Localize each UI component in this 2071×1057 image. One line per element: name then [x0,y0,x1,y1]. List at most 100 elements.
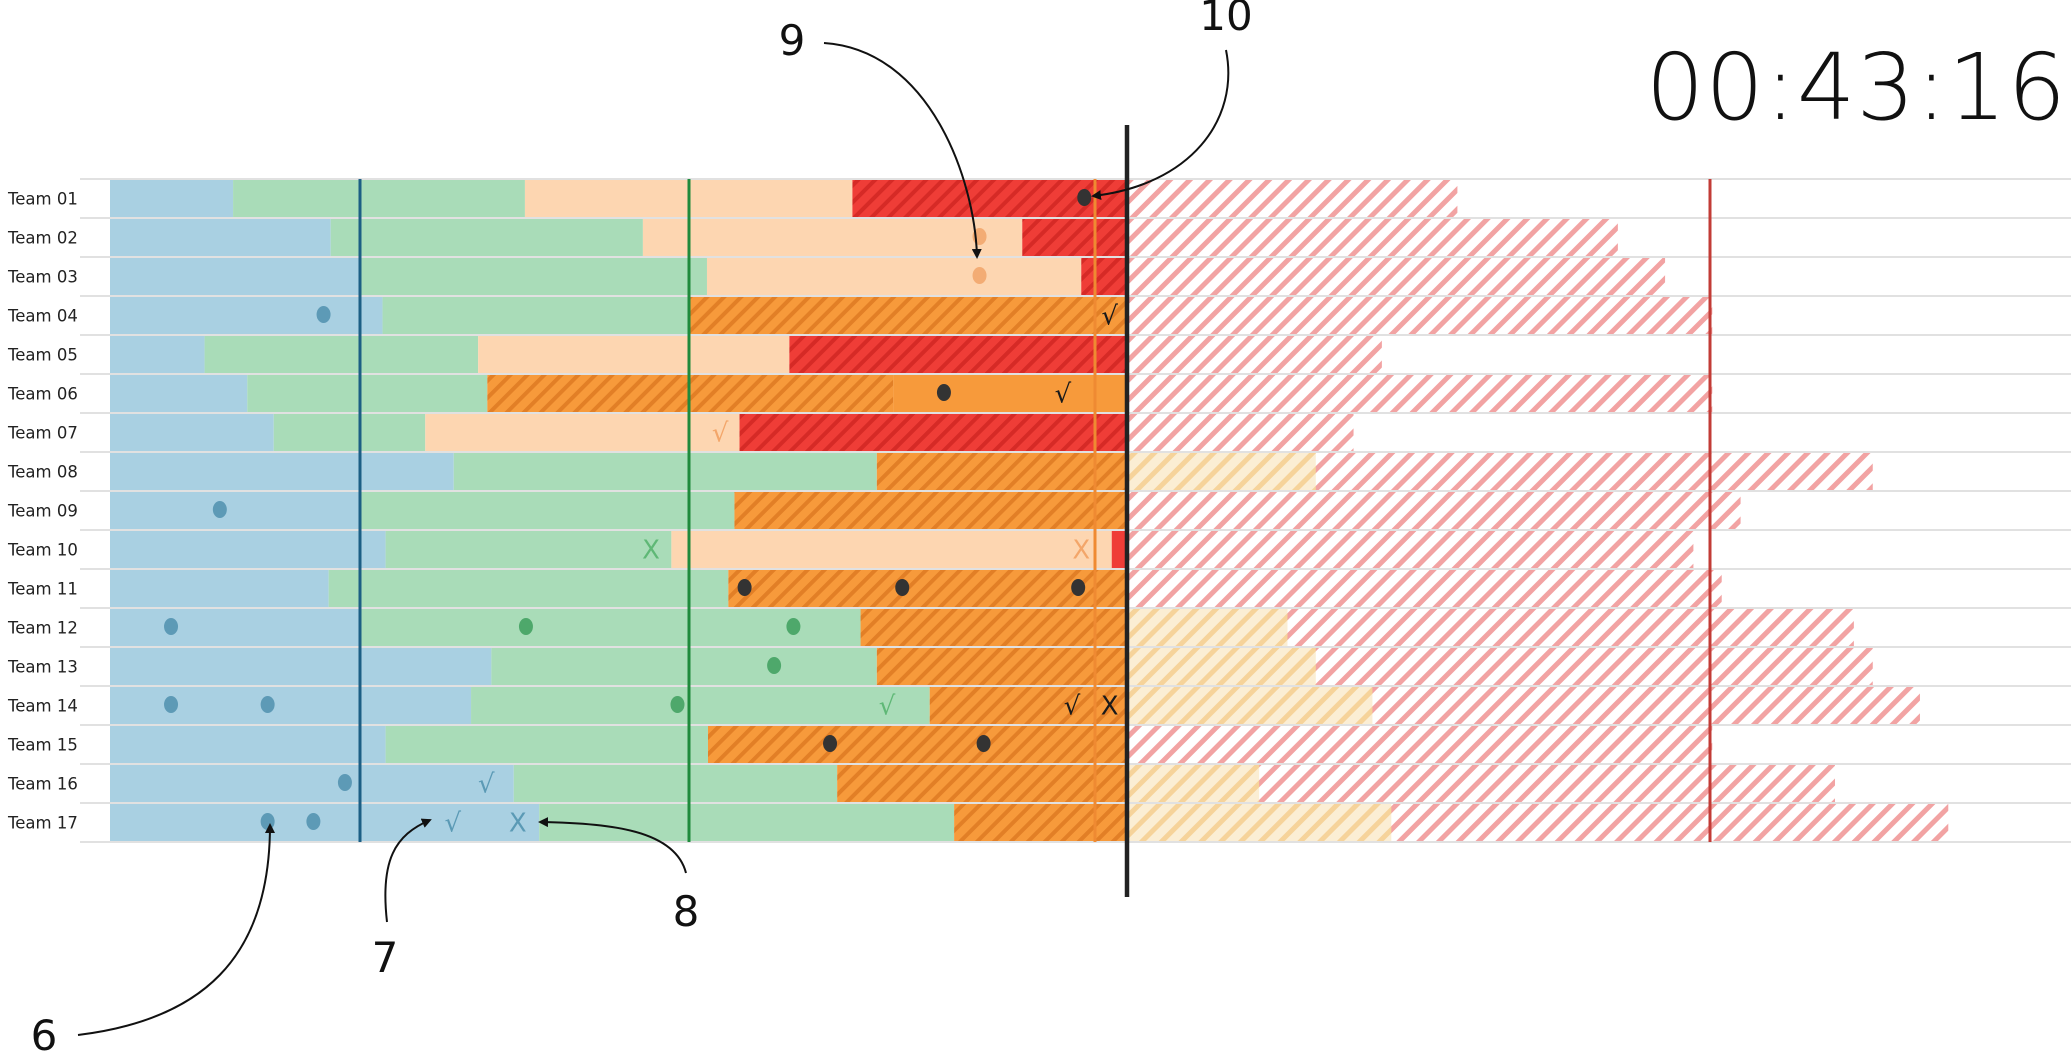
phase-segment-blue [110,219,331,256]
x-mark: X [509,809,527,839]
projection-bar [1127,414,1354,451]
check-mark: √ [478,770,495,800]
event-dot [670,696,685,713]
callout-arrow [384,818,432,923]
projection-bar [1127,258,1666,295]
phase-segment-peach [478,336,790,373]
check-mark: √ [1055,380,1072,410]
event-dot [316,306,331,323]
phase-segment-orangeh [689,297,1127,334]
callout-arrow [538,817,687,874]
phase-segment-blue [110,570,329,607]
phase-segment-blue [110,492,360,529]
phase-segment-orangeh [876,453,1127,490]
phase-segment-red [1111,531,1127,568]
phase-segment-orangeh [929,687,1127,724]
callout-number: 10 [1199,0,1252,40]
projection-bar-early [1127,687,1373,724]
projection-bar [1127,336,1382,373]
callout-number: 9 [779,16,806,65]
phase-segment-redh [789,336,1127,373]
phase-segment-blue [110,765,514,802]
projection-bar [1127,531,1694,568]
phase-segment-green [539,804,955,841]
callout-number: 8 [673,887,700,936]
team-bars-layer [80,178,2071,843]
check-mark: √ [1064,692,1081,722]
phase-segment-orange [893,375,1127,412]
phase-segment-green [471,687,930,724]
phase-segment-blue [110,648,492,685]
phase-segment-green [385,726,708,763]
callout-number: 6 [31,1011,58,1053]
callout-arrow [77,823,275,1036]
phase-segment-blue [110,336,205,373]
event-dot [786,618,801,635]
milestone-lines-layer [358,125,1712,897]
team-label: Team 10 [7,541,78,560]
event-dot [260,813,275,830]
team-label: Team 15 [7,736,78,755]
phase-segment-orangeh [837,765,1127,802]
event-dot [518,618,533,635]
projection-bar [1127,219,1618,256]
projection-bar [1127,375,1713,412]
phase-segment-green [330,219,643,256]
phase-segment-green [273,414,426,451]
phase-segment-blue [110,180,234,217]
phase-segment-orangeh [860,609,1127,646]
projection-bar-early [1127,453,1316,490]
team-label: Team 16 [7,775,78,794]
event-dot [306,813,321,830]
phase-segment-orangeh [954,804,1127,841]
projection-bar-early [1127,609,1288,646]
callout-arrow [1091,49,1230,201]
phase-segment-blue [110,726,386,763]
team-label: Team 06 [7,385,78,404]
callouts-layer: 6 7 8 9 10 [31,0,1253,1057]
team-label: Team 13 [7,658,78,677]
event-dot [212,501,227,518]
team-label: Team 11 [7,580,78,599]
phase-segment-peach [425,414,740,451]
phase-segment-blue [110,414,274,451]
phase-segment-redh [739,414,1127,451]
projection-layer [1127,180,1949,841]
phase-segment-green [359,258,707,295]
check-mark: √ [444,809,461,839]
team-label: Team 17 [7,814,78,833]
elapsed-timer: 00:43:16 [1645,34,2067,141]
team-label: Team 05 [7,346,78,365]
phase-segment-green [491,648,877,685]
phase-segment-green [204,336,479,373]
phase-segment-green [382,297,690,334]
projection-bar-early [1127,648,1316,685]
event-dot [164,696,179,713]
phase-segment-green [328,570,729,607]
phase-segment-peach [706,258,1082,295]
x-mark: X [642,536,660,566]
phase-segment-blue [110,297,383,334]
projection-bar [1127,492,1741,529]
event-dot [1071,579,1086,596]
phase-segment-green [359,492,735,529]
event-dot [164,618,179,635]
phase-segment-green [359,609,861,646]
event-dot [895,579,910,596]
phase-segment-peach [642,219,1023,256]
phase-segment-orangeh [728,570,1127,607]
team-label: Team 01 [7,190,78,209]
team-label: Team 03 [7,268,78,287]
check-mark: √ [879,692,896,722]
phase-segment-green [247,375,488,412]
phase-segment-blue [110,375,248,412]
projection-bar-early [1127,804,1392,841]
event-dot [936,384,951,401]
event-dot [976,735,991,752]
phase-segment-green [385,531,672,568]
phase-segment-orangeh [876,648,1127,685]
phase-segment-peach [671,531,1112,568]
event-dot [260,696,275,713]
event-marks-layer: √ √ √ X X √ √ X √ √ X [164,189,1119,839]
